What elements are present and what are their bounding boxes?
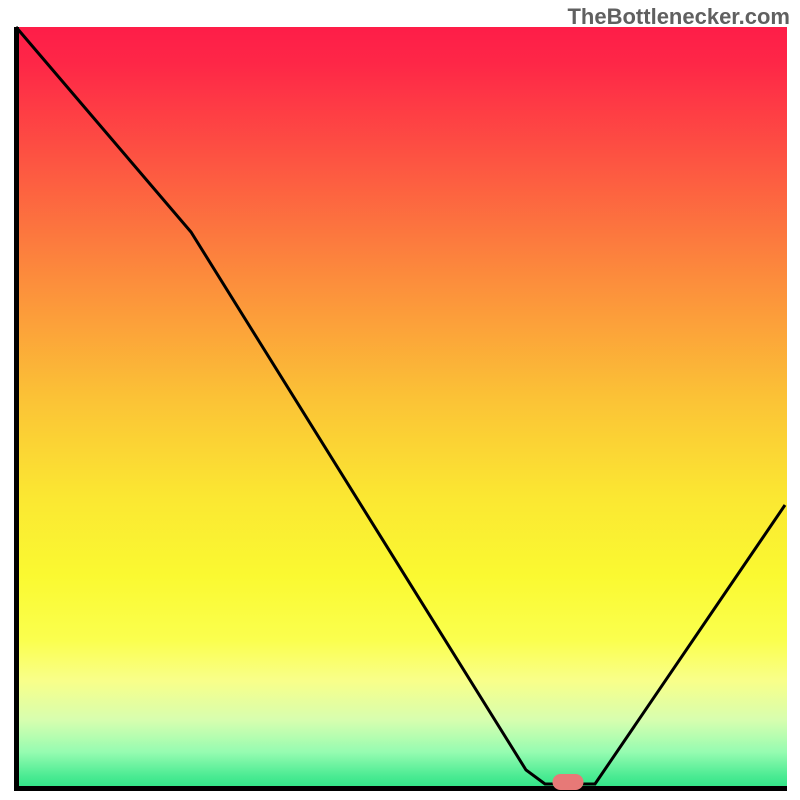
y-axis [14, 27, 19, 791]
bottleneck-chart: TheBottlenecker.com [0, 0, 800, 800]
watermark-text: TheBottlenecker.com [567, 4, 790, 30]
chart-curve [0, 0, 800, 800]
current-value-marker [553, 774, 584, 790]
x-axis [14, 786, 787, 791]
